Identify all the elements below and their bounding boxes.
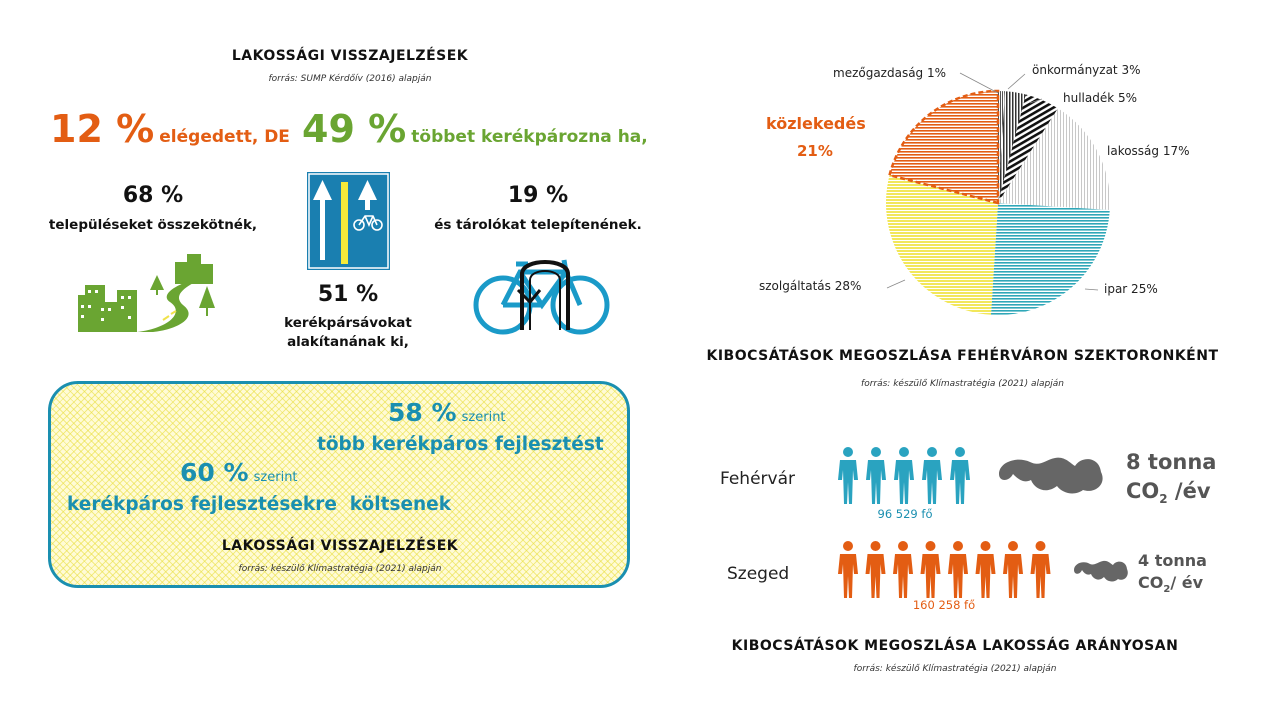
box-stat-60-suffix: szerint — [253, 470, 298, 485]
pie-label-government: önkormányzat 3% — [1032, 63, 1141, 77]
pie-slice-önkormányzat — [998, 91, 1026, 203]
bottom-header: KIBOCSÁTÁSOK MEGOSZLÁSA LAKOSSÁG ARÁNYOS… — [731, 638, 1179, 654]
stat-satisfied-value: 12 % — [50, 107, 155, 151]
city-szeged-name: Szeged — [727, 564, 790, 584]
person-icon — [922, 447, 942, 504]
box-header: LAKOSSÁGI VISSZAJELZÉSEK — [221, 538, 459, 554]
pie-leader-lines — [886, 72, 1099, 291]
fehervar-tonna: 8 tonna — [1126, 450, 1217, 474]
person-icon — [894, 447, 914, 504]
szeged-tonna: 4 tonna — [1138, 551, 1207, 570]
stat-bike-lanes-value: 51 % — [317, 282, 379, 307]
box-stat-58: 58 % szerint — [388, 398, 506, 427]
emissions-pie-chart — [886, 89, 1110, 315]
szeged-co2-sub: 2 — [1163, 584, 1171, 596]
szeged-co2-label: CO — [1138, 573, 1164, 592]
person-icon — [948, 541, 968, 598]
szeged-population-icons — [838, 541, 1051, 598]
person-icon — [866, 447, 886, 504]
stat-bike-lanes-text2: alakítanának ki, — [287, 334, 409, 350]
fehervar-population-icons — [838, 447, 970, 504]
stat-more-cycling-text: többet kerékpározna ha, — [411, 127, 648, 147]
box-stat-60-value: 60 % — [180, 458, 249, 487]
city-fehervar-name: Fehérvár — [720, 469, 795, 489]
person-icon — [950, 447, 970, 504]
person-icon — [893, 541, 913, 598]
pie-label-transport-pct: 21% — [797, 142, 833, 160]
pie-slices — [886, 89, 1110, 315]
box-stat-58-text: több kerékpáros fejlesztést — [317, 434, 604, 455]
person-icon — [975, 541, 996, 598]
box-stat-60-text: kerékpáros fejlesztésekre költsenek — [67, 494, 452, 515]
city-fehervar-population: 96 529 fő — [877, 507, 933, 521]
person-icon — [920, 541, 941, 598]
city-road-icon — [78, 254, 215, 332]
stat-bike-lanes-text1: kerékpársávokat — [284, 315, 412, 331]
stat-satisfied-text: elégedett, DE — [159, 127, 290, 147]
box-source: forrás: készülő Klímastratégia (2021) al… — [238, 564, 442, 574]
fehervar-co2-cloud-icon — [999, 457, 1103, 494]
stat-storage-text: és tárolókat telepítenének. — [434, 217, 642, 233]
stat-connect-value: 68 % — [122, 183, 184, 208]
stat-satisfied: 12 % elégedett, DE — [50, 107, 290, 151]
pie-slice-közlekedés — [887, 89, 1000, 205]
person-icon — [1030, 541, 1051, 598]
pie-label-industry: ipar 25% — [1104, 282, 1158, 296]
pie-label-transport: közlekedés — [766, 114, 866, 133]
box-stat-58-suffix: szerint — [461, 410, 506, 425]
pie-label-population: lakosság 17% — [1107, 144, 1190, 158]
survey-box — [48, 381, 630, 588]
pie-slice-mezőgazdaság — [998, 91, 1006, 203]
szeged-co2: CO2/ év — [1138, 573, 1203, 595]
person-icon — [838, 447, 858, 504]
person-icon — [865, 541, 886, 598]
pie-source: forrás: készülő Klímastratégia (2021) al… — [861, 379, 1064, 389]
fehervar-co2-label: CO — [1126, 479, 1160, 503]
szeged-co2-cloud-icon — [1074, 560, 1128, 582]
pie-slice-ipar — [990, 203, 1110, 315]
left-source: forrás: SUMP Kérdőív (2016) alapján — [268, 74, 432, 84]
stat-storage-value: 19 % — [507, 183, 569, 208]
box-stat-60: 60 % szerint — [180, 458, 298, 487]
pie-header: KIBOCSÁTÁSOK MEGOSZLÁSA FEHÉRVÁRON SZEKT… — [706, 348, 1219, 364]
pie-label-waste: hulladék 5% — [1063, 91, 1138, 105]
stat-connect-text: településeket összekötnék, — [48, 217, 258, 233]
bike-lane-sign-icon — [307, 172, 390, 270]
stat-more-cycling: 49 % többet kerékpározna ha, — [302, 107, 648, 151]
bike-rack-icon — [473, 259, 610, 335]
stat-more-cycling-value: 49 % — [302, 107, 407, 151]
pie-slice-hulladék — [998, 94, 1059, 203]
bottom-source: forrás: készülő Klímastratégia (2021) al… — [853, 664, 1057, 674]
pie-label-agriculture: mezőgazdaság 1% — [833, 66, 947, 80]
person-icon — [1003, 541, 1023, 598]
left-header: LAKOSSÁGI VISSZAJELZÉSEK — [231, 48, 469, 64]
fehervar-co2: CO2 /év — [1126, 479, 1211, 506]
pie-label-services: szolgáltatás 28% — [759, 279, 862, 293]
city-szeged-population: 160 258 fő — [912, 598, 976, 612]
fehervar-co2-sub: 2 — [1159, 492, 1168, 507]
pie-slice-lakosság — [998, 108, 1110, 211]
fehervar-co2-per: /év — [1167, 479, 1211, 503]
person-icon — [838, 541, 858, 598]
szeged-co2-per: / év — [1170, 573, 1204, 592]
box-stat-58-value: 58 % — [388, 398, 457, 427]
pie-slice-szolgáltatás — [886, 175, 998, 315]
